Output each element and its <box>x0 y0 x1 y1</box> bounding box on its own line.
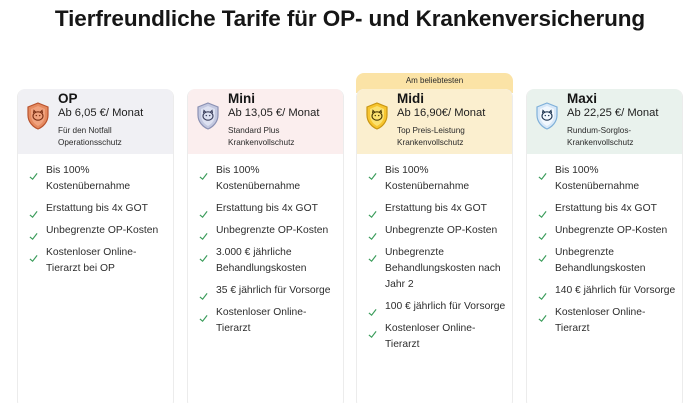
check-icon <box>199 254 208 263</box>
plan-name: Maxi <box>567 91 598 106</box>
check-icon <box>368 232 377 241</box>
feature-text: Kostenloser Online-Tierarzt bei OP <box>46 247 137 274</box>
feature-list: Bis 100% Kostenübernahme Erstattung bis … <box>188 154 343 337</box>
feature-item: 35 € jährlich für Vorsorge <box>188 283 343 301</box>
plan-name: Mini <box>228 91 255 106</box>
check-icon <box>199 232 208 241</box>
plan-header: Midi Ab 16,90€/ Monat Top Preis-Leistung… <box>357 89 512 154</box>
plan-header: OP Ab 6,05 €/ Monat Für den Notfall Oper… <box>18 89 173 154</box>
feature-item: Kostenloser Online-Tierarzt <box>527 305 682 337</box>
shield-pet-icon <box>366 102 388 130</box>
check-icon <box>29 210 38 219</box>
feature-text: Unbegrenzte OP-Kosten <box>46 225 159 236</box>
shield-pet-icon <box>536 102 558 130</box>
plan-description: Rundum-Sorglos-Krankenvollschutz <box>567 126 634 147</box>
feature-text: Kostenloser Online-Tierarzt <box>216 307 307 334</box>
plan-description: Für den Notfall Operationsschutz <box>58 126 122 147</box>
plan-price: Ab 16,90€/ Monat <box>397 107 486 119</box>
feature-item: Erstattung bis 4x GOT <box>188 201 343 219</box>
check-icon <box>368 172 377 181</box>
plan-description: Top Preis-Leistung Krankenvollschutz <box>397 126 465 147</box>
feature-item: 3.000 € jährliche Behandlungskosten <box>188 245 343 277</box>
feature-text: Erstattung bis 4x GOT <box>46 203 148 214</box>
feature-item: Bis 100% Kostenübernahme <box>527 163 682 195</box>
check-icon <box>199 210 208 219</box>
feature-text: Kostenloser Online-Tierarzt <box>385 323 476 350</box>
feature-item: Unbegrenzte OP-Kosten <box>18 223 173 241</box>
plan-description: Standard Plus Krankenvollschutz <box>228 126 295 147</box>
check-icon <box>538 210 547 219</box>
page-title: Tierfreundliche Tarife für OP- und Krank… <box>54 6 646 31</box>
feature-text: Bis 100% Kostenübernahme <box>216 165 301 192</box>
feature-list: Bis 100% Kostenübernahme Erstattung bis … <box>357 154 512 353</box>
check-icon <box>29 254 38 263</box>
plan-card-op[interactable]: OP Ab 6,05 €/ Monat Für den Notfall Oper… <box>17 89 174 403</box>
plan-name: OP <box>58 91 78 106</box>
feature-item: Erstattung bis 4x GOT <box>527 201 682 219</box>
check-icon <box>368 308 377 317</box>
feature-text: Erstattung bis 4x GOT <box>555 203 657 214</box>
feature-item: Unbegrenzte OP-Kosten <box>527 223 682 241</box>
feature-text: Unbegrenzte Behandlungskosten nach Jahr … <box>385 247 501 290</box>
feature-text: 35 € jährlich für Vorsorge <box>216 285 331 296</box>
feature-text: Unbegrenzte OP-Kosten <box>555 225 668 236</box>
shield-pet-icon <box>27 102 49 130</box>
feature-item: 140 € jährlich für Vorsorge <box>527 283 682 301</box>
check-icon <box>538 172 547 181</box>
check-icon <box>538 292 547 301</box>
check-icon <box>368 330 377 339</box>
plan-header: Mini Ab 13,05 €/ Monat Standard Plus Kra… <box>188 89 343 154</box>
feature-text: 140 € jährlich für Vorsorge <box>555 285 676 296</box>
plan-card-midi[interactable]: Midi Ab 16,90€/ Monat Top Preis-Leistung… <box>356 89 513 403</box>
feature-item: Kostenloser Online-Tierarzt <box>357 321 512 353</box>
feature-item: Bis 100% Kostenübernahme <box>357 163 512 195</box>
feature-text: 3.000 € jährliche Behandlungskosten <box>216 247 307 274</box>
check-icon <box>29 232 38 241</box>
check-icon <box>538 314 547 323</box>
plan-price: Ab 13,05 €/ Monat <box>228 107 320 119</box>
feature-item: Unbegrenzte Behandlungskosten <box>527 245 682 277</box>
feature-item: Kostenloser Online-Tierarzt bei OP <box>18 245 173 277</box>
feature-text: Unbegrenzte Behandlungskosten <box>555 247 646 274</box>
check-icon <box>538 232 547 241</box>
check-icon <box>199 314 208 323</box>
plan-name: Midi <box>397 91 424 106</box>
shield-pet-icon <box>197 102 219 130</box>
feature-item: Bis 100% Kostenübernahme <box>188 163 343 195</box>
feature-item: 100 € jährlich für Vorsorge <box>357 299 512 317</box>
feature-item: Unbegrenzte OP-Kosten <box>188 223 343 241</box>
feature-text: 100 € jährlich für Vorsorge <box>385 301 506 312</box>
feature-text: Bis 100% Kostenübernahme <box>555 165 640 192</box>
feature-list: Bis 100% Kostenübernahme Erstattung bis … <box>18 154 173 277</box>
feature-text: Bis 100% Kostenübernahme <box>46 165 131 192</box>
feature-item: Erstattung bis 4x GOT <box>18 201 173 219</box>
feature-text: Unbegrenzte OP-Kosten <box>385 225 498 236</box>
check-icon <box>538 254 547 263</box>
check-icon <box>368 254 377 263</box>
feature-text: Bis 100% Kostenübernahme <box>385 165 470 192</box>
feature-text: Erstattung bis 4x GOT <box>216 203 318 214</box>
plan-card-maxi[interactable]: Maxi Ab 22,25 €/ Monat Rundum-Sorglos-Kr… <box>526 89 683 403</box>
feature-text: Kostenloser Online-Tierarzt <box>555 307 646 334</box>
feature-text: Unbegrenzte OP-Kosten <box>216 225 329 236</box>
feature-list: Bis 100% Kostenübernahme Erstattung bis … <box>527 154 682 337</box>
most-popular-badge: Am beliebtesten <box>356 73 513 93</box>
plan-price: Ab 22,25 €/ Monat <box>567 107 659 119</box>
feature-item: Unbegrenzte Behandlungskosten nach Jahr … <box>357 245 512 293</box>
feature-item: Erstattung bis 4x GOT <box>357 201 512 219</box>
check-icon <box>199 292 208 301</box>
check-icon <box>368 210 377 219</box>
feature-item: Bis 100% Kostenübernahme <box>18 163 173 195</box>
feature-item: Unbegrenzte OP-Kosten <box>357 223 512 241</box>
check-icon <box>29 172 38 181</box>
plan-price: Ab 6,05 €/ Monat <box>58 107 144 119</box>
plan-card-mini[interactable]: Mini Ab 13,05 €/ Monat Standard Plus Kra… <box>187 89 344 403</box>
feature-item: Kostenloser Online-Tierarzt <box>188 305 343 337</box>
plan-header: Maxi Ab 22,25 €/ Monat Rundum-Sorglos-Kr… <box>527 89 682 154</box>
feature-text: Erstattung bis 4x GOT <box>385 203 487 214</box>
check-icon <box>199 172 208 181</box>
